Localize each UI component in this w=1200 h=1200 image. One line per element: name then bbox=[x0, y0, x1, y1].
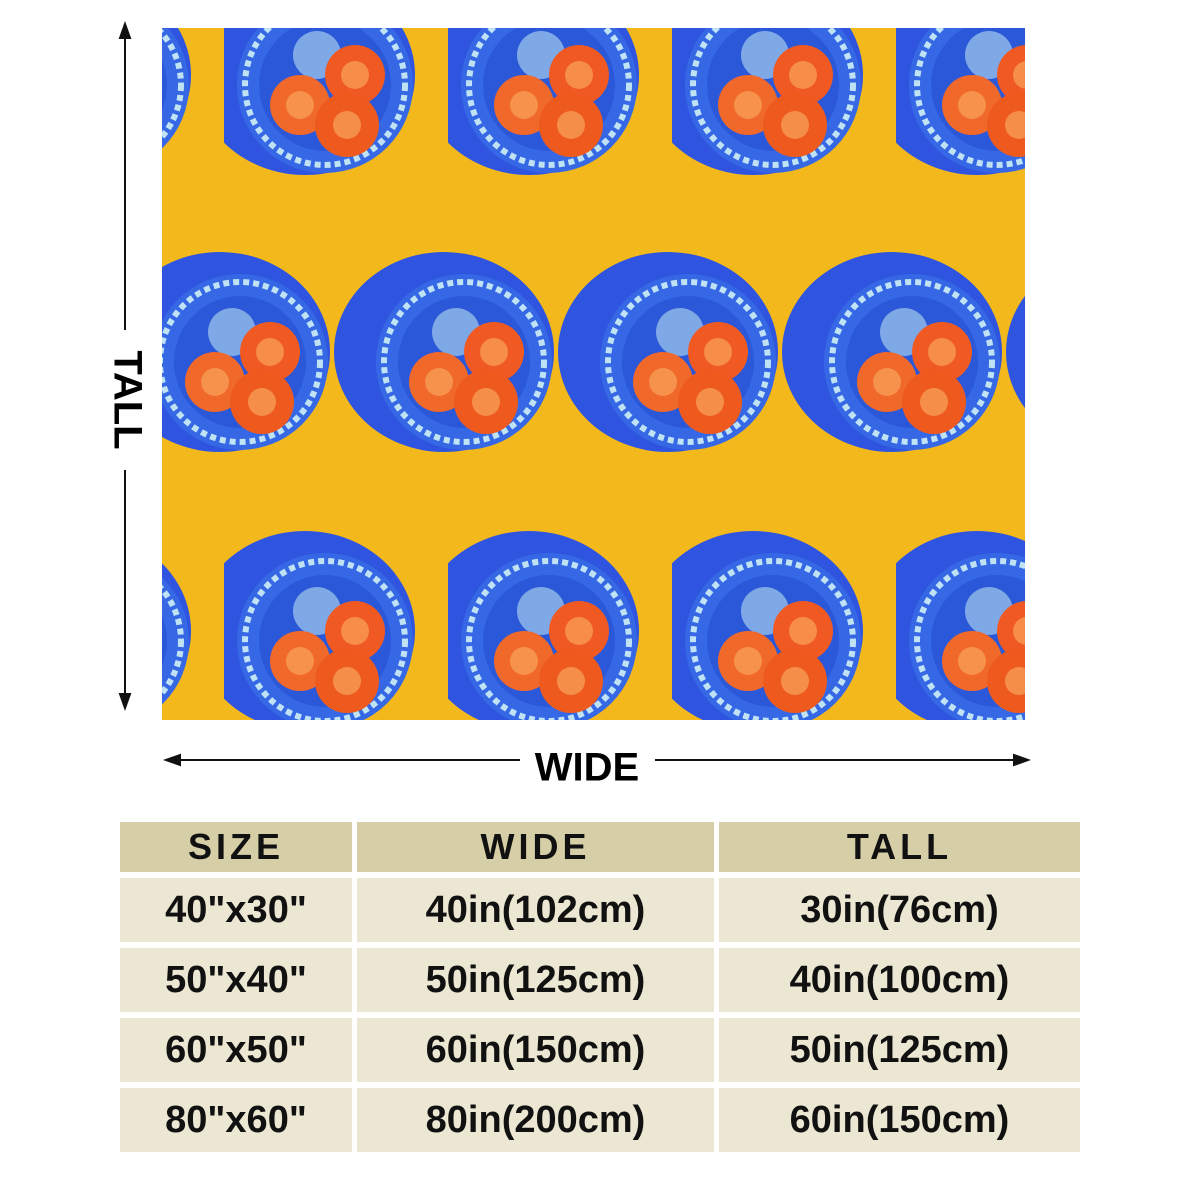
size-table: SIZE WIDE TALL 40"x30" 40in(102cm) 30in(76… bbox=[120, 822, 1080, 1158]
tall-label: TALL bbox=[105, 350, 149, 449]
header-cell: SIZE bbox=[120, 822, 352, 872]
table-cell: 40in(102cm) bbox=[357, 878, 714, 942]
tall-arrow bbox=[118, 21, 132, 711]
blanket-illustration: TALL WIDE bbox=[105, 21, 1031, 790]
table-row: 80"x60" 80in(200cm) 60in(150cm) bbox=[120, 1088, 1080, 1152]
table-cell: 60in(150cm) bbox=[357, 1018, 714, 1082]
blanket bbox=[162, 28, 1025, 720]
table-cell: 80"x60" bbox=[120, 1088, 352, 1152]
header-cell: WIDE bbox=[357, 822, 714, 872]
table-cell: 30in(76cm) bbox=[719, 878, 1080, 942]
table-cell: 60"x50" bbox=[120, 1018, 352, 1082]
table-cell: 40"x30" bbox=[120, 878, 352, 942]
table-cell: 60in(150cm) bbox=[719, 1088, 1080, 1152]
table-cell: 80in(200cm) bbox=[357, 1088, 714, 1152]
wide-arrow bbox=[163, 753, 1031, 767]
header-cell: TALL bbox=[719, 822, 1080, 872]
table-row: 40"x30" 40in(102cm) 30in(76cm) bbox=[120, 878, 1080, 942]
table-header: SIZE WIDE TALL bbox=[120, 822, 1080, 872]
table-row: 50"x40" 50in(125cm) 40in(100cm) bbox=[120, 948, 1080, 1012]
table-body: 40"x30" 40in(102cm) 30in(76cm) 50"x40" 50in(… bbox=[120, 878, 1080, 1152]
table-row: 60"x50" 60in(150cm) 50in(125cm) bbox=[120, 1018, 1080, 1082]
table-cell: 50in(125cm) bbox=[719, 1018, 1080, 1082]
table-cell: 50in(125cm) bbox=[357, 948, 714, 1012]
wide-label: WIDE bbox=[535, 746, 639, 790]
table-cell: 50"x40" bbox=[120, 948, 352, 1012]
table-cell: 40in(100cm) bbox=[719, 948, 1080, 1012]
